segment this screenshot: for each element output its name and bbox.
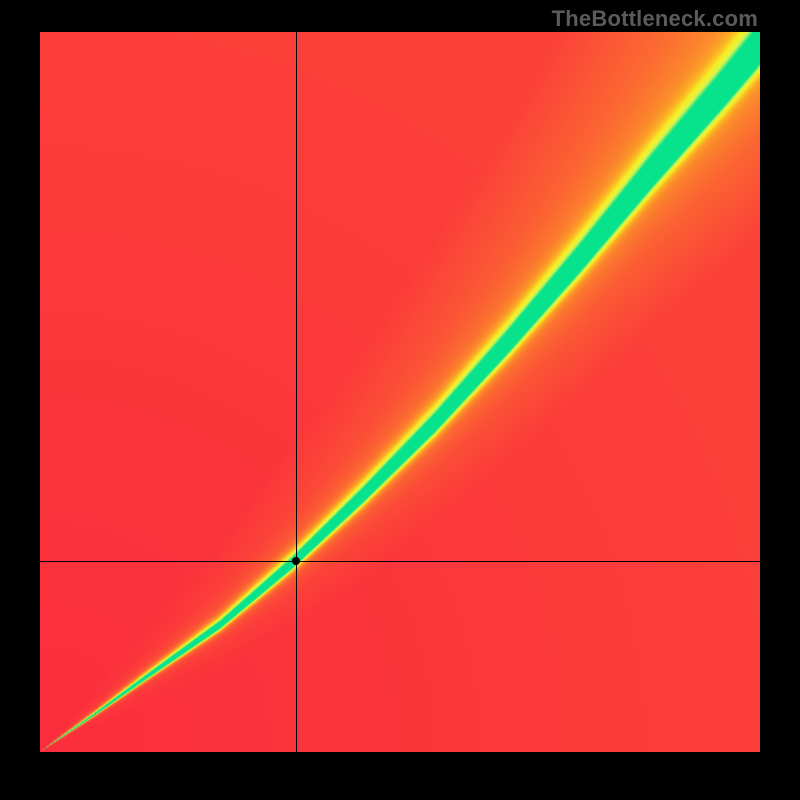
crosshair-marker bbox=[292, 557, 300, 565]
chart-frame: TheBottleneck.com bbox=[0, 0, 800, 800]
heatmap-plot bbox=[40, 32, 760, 752]
heatmap-canvas bbox=[40, 32, 760, 752]
watermark-text: TheBottleneck.com bbox=[552, 6, 758, 32]
